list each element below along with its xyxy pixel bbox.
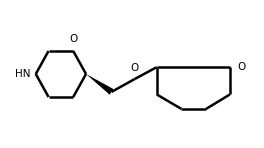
Text: O: O (130, 63, 139, 73)
Polygon shape (86, 74, 114, 95)
Text: O: O (238, 62, 246, 72)
Text: O: O (69, 34, 77, 44)
Text: HN: HN (15, 69, 31, 79)
